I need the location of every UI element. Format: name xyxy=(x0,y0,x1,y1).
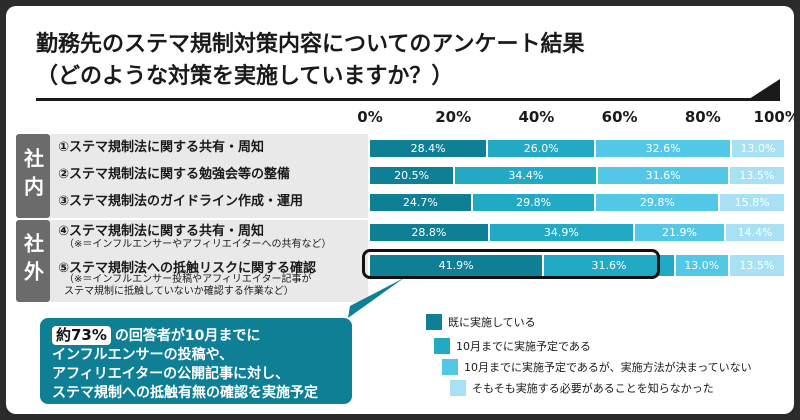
legend-swatch xyxy=(434,338,450,354)
callout-line-1: 約73% の回答者が10月までに xyxy=(52,326,340,346)
bar-segment: 34.9% xyxy=(489,224,635,241)
bar-row: 28.4% 26.0% 32.6% 13.0% xyxy=(370,140,786,157)
row-label-5: ⑤ステマ規制法への抵触リスクに関する確認 xyxy=(58,261,317,276)
x-tick-label: 20% xyxy=(435,108,472,126)
bar-segment: 29.8% xyxy=(472,194,597,211)
legend-swatch xyxy=(442,359,458,375)
bar-segment: 20.5% xyxy=(370,167,456,184)
row-label-3: ③ステマ規制法のガイドライン作成・運用 xyxy=(58,194,304,209)
internal-group-shade xyxy=(50,134,368,218)
bar-segment: 32.6% xyxy=(596,140,732,157)
group-tag-external-label: 社外 xyxy=(20,233,45,289)
row-note-4: （※＝インフルエンサーやアフィリエイターへの共有など） xyxy=(64,239,332,250)
bar-segment: 13.0% xyxy=(731,140,786,157)
row-label-4: ④ステマ規制法に関する共有・周知 xyxy=(58,224,265,239)
group-tag-external: 社外 xyxy=(16,220,50,302)
chart-subtitle: （どのような対策を実施していますか？） xyxy=(36,64,454,89)
bar-segment: 15.8% xyxy=(720,194,786,211)
bar-segment: 21.9% xyxy=(634,224,727,241)
bar-row: 28.8% 34.9% 21.9% 14.4% xyxy=(370,224,786,241)
bar-segment: 29.8% xyxy=(596,194,721,211)
bar-segment: 13.0% xyxy=(675,255,730,276)
chart-title: 勤務先のステマ規制対策内容についてのアンケート結果 xyxy=(36,32,585,57)
bar-segment: 28.8% xyxy=(370,224,490,241)
callout-pointer xyxy=(348,278,404,318)
x-tick-label: 40% xyxy=(518,108,555,126)
callout-line-4: ステマ規制への抵触有無の確認を実施予定 xyxy=(52,385,318,401)
callout-line-1-text: の回答者が10月までに xyxy=(114,328,261,344)
bar-row: 41.9% 31.6% 13.0% 13.5% xyxy=(370,255,786,276)
bar-segment: 24.7% xyxy=(370,194,473,211)
title-underline xyxy=(36,98,754,101)
callout-line-2: インフルエンサーの投稿や、 xyxy=(52,347,234,363)
legend-item: 10月までに実施予定であるが、実施方法が決まっていない xyxy=(442,359,752,375)
legend-swatch xyxy=(426,314,442,330)
bar-segment: 28.4% xyxy=(370,140,489,157)
legend-label: 10月までに実施予定である xyxy=(456,340,591,353)
legend-item: そもそも実施する必要があることを知らなかった xyxy=(450,380,714,396)
legend-label: 10月までに実施予定であるが、実施方法が決まっていない xyxy=(464,361,752,374)
row-note-5: （※＝インフルエンサー投稿やアフィリエイター記事が ステマ規制に抵触していないか… xyxy=(64,274,312,297)
title-arrow-decoration xyxy=(746,79,780,101)
x-tick-label: 0% xyxy=(357,108,383,126)
bar-segment: 41.9% xyxy=(370,255,545,276)
x-tick-label: 100% xyxy=(753,108,794,126)
group-tag-internal: 社内 xyxy=(16,134,50,218)
bar-segment: 13.5% xyxy=(729,167,786,184)
bar-segment: 31.6% xyxy=(544,255,676,276)
x-tick-label: 80% xyxy=(684,108,721,126)
external-group-shade xyxy=(50,220,368,302)
bar-row: 20.5% 34.4% 31.6% 13.5% xyxy=(370,167,786,184)
legend-item: 既に実施している xyxy=(426,314,536,330)
callout-box: 約73% の回答者が10月までに インフルエンサーの投稿や、 アフィリエイターの公… xyxy=(40,318,352,404)
bar-segment: 31.6% xyxy=(598,167,730,184)
x-tick-label: 60% xyxy=(601,108,638,126)
bar-row: 24.7% 29.8% 29.8% 15.8% xyxy=(370,194,786,211)
bar-segment: 13.5% xyxy=(729,255,786,276)
legend-swatch xyxy=(450,380,466,396)
bar-segment: 26.0% xyxy=(488,140,597,157)
callout-badge: 約73% xyxy=(52,326,111,345)
row-label-2: ②ステマ規制法に関する勉強会等の整備 xyxy=(58,167,291,182)
legend-label: 既に実施している xyxy=(448,316,536,329)
bar-segment: 34.4% xyxy=(455,167,599,184)
highlight-row-5-box xyxy=(362,249,660,279)
row-label-1: ①ステマ規制法に関する共有・周知 xyxy=(58,140,265,155)
callout-line-3: アフィリエイターの公開記事に対し、 xyxy=(52,366,290,382)
legend-item: 10月までに実施予定である xyxy=(434,338,591,354)
chart-card: 勤務先のステマ規制対策内容についてのアンケート結果 （どのような対策を実施してい… xyxy=(6,6,794,414)
bar-segment: 14.4% xyxy=(726,224,786,241)
group-tag-internal-label: 社内 xyxy=(20,148,45,204)
legend-label: そもそも実施する必要があることを知らなかった xyxy=(472,382,714,395)
